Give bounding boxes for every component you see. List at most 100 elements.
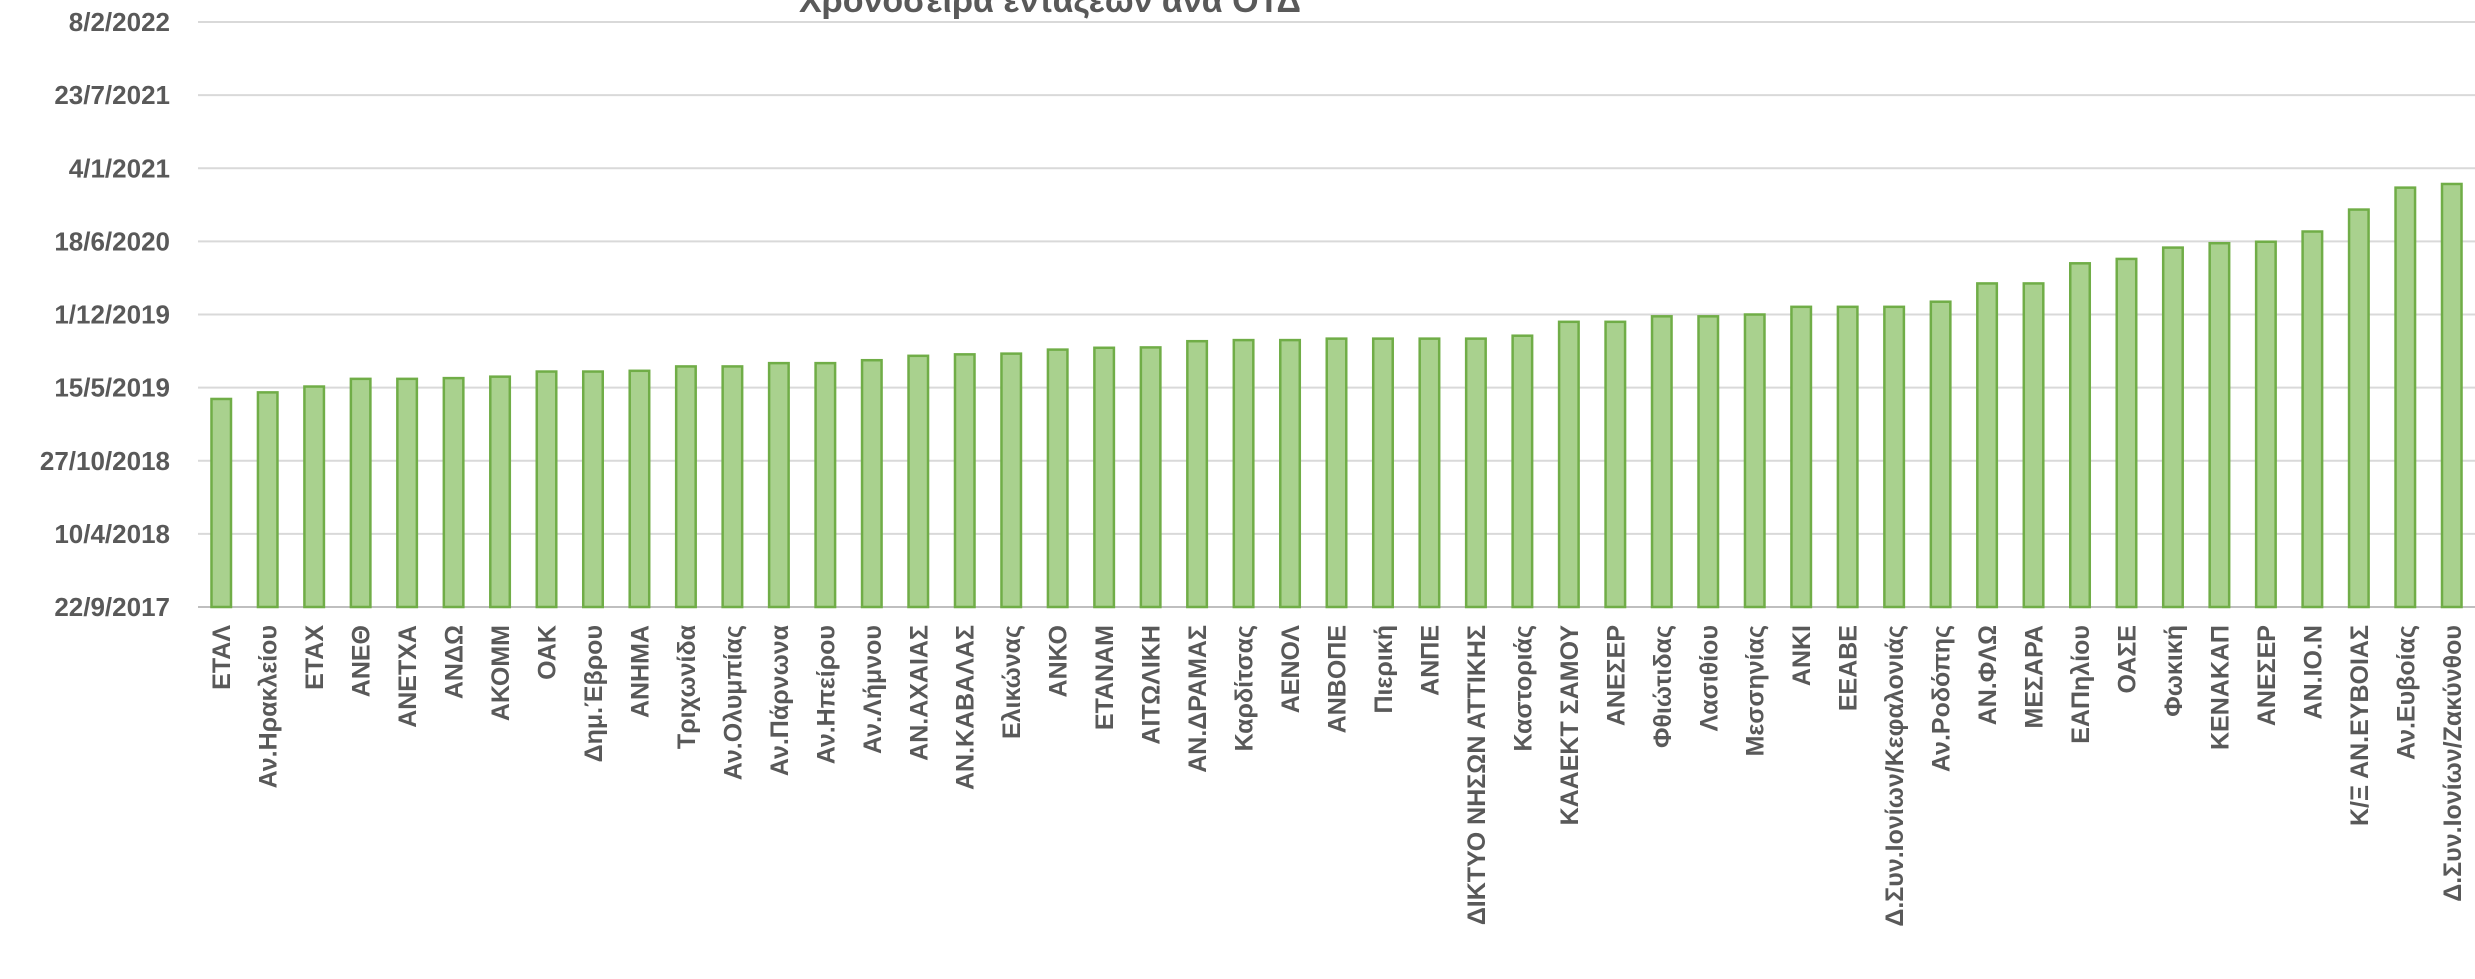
x-tick-label: ΑΚΟΜΜ xyxy=(487,625,515,721)
x-tick-label: Δ.Συν.Ιονίων/Κεφαλονιάς xyxy=(1881,625,1909,927)
bar xyxy=(535,370,558,609)
y-tick-label: 1/12/2019 xyxy=(54,300,170,330)
bar xyxy=(442,376,465,609)
x-tick-label: ΕΕΑΒΕ xyxy=(1835,625,1863,711)
bar xyxy=(1650,315,1673,609)
x-tick-label: Φωκική xyxy=(2160,625,2188,717)
x-tick-label: ΑΝΕΤΧΑ xyxy=(394,625,422,728)
bar xyxy=(1976,282,1999,609)
x-tick-label: Λασιθίου xyxy=(1695,625,1723,731)
x-tick-label: Μεσσηνίας xyxy=(1742,625,1770,756)
x-tick-label: Καρδίτσας xyxy=(1231,625,1259,751)
x-tick-label: ΑΝΠΕ xyxy=(1416,625,1444,696)
bar xyxy=(1697,315,1720,609)
x-tick-label: ΑΝΕΣΕΡ xyxy=(2253,625,2281,726)
x-tick-label: Αν.Ολυμπίας xyxy=(719,625,747,780)
x-tick-label: Αν.Λήμνου xyxy=(859,625,887,754)
bar xyxy=(2022,282,2045,609)
x-tick-label: ΔΙΚΤΥΟ ΝΗΣΩΝ ΑΤΤΙΚΗΣ xyxy=(1463,625,1491,925)
y-tick-label: 23/7/2021 xyxy=(54,80,170,110)
bar xyxy=(210,397,233,609)
bar xyxy=(349,377,372,609)
bar xyxy=(1000,352,1023,609)
x-tick-label: ΑΝ.ΚΑΒΑΛΑΣ xyxy=(952,625,980,790)
bar xyxy=(1186,339,1209,609)
x-tick-label: ΕΤΑΝΑΜ xyxy=(1091,625,1119,730)
y-axis-ticks: 22/9/2017 10/4/2018 27/10/2018 15/5/2019 1/1… xyxy=(40,7,170,622)
bar xyxy=(1557,320,1580,609)
bar xyxy=(628,369,651,609)
x-tick-label: ΑΝΕΘ xyxy=(348,625,376,697)
x-tick-label: ΕΤΑΧ xyxy=(301,625,329,690)
bar xyxy=(1511,334,1534,609)
bars xyxy=(210,182,2463,609)
x-tick-label: ΚΑΑΕΚΤ ΣΑΜΟΥ xyxy=(1556,625,1584,826)
bar xyxy=(2440,182,2463,609)
x-tick-label: ΑΝΕΣΕΡ xyxy=(1602,625,1630,726)
x-tick-label: ΑΝΚΟ xyxy=(1045,625,1073,697)
x-tick-label: Αν.Ροδόπης xyxy=(1928,625,1956,772)
x-tick-label: Δ.Συν.Ιονίων/Ζακύνθου xyxy=(2439,625,2467,902)
x-tick-label: Αν.Ευβοίας xyxy=(2392,625,2420,760)
bar xyxy=(256,391,279,609)
x-tick-label: ΕΑΠηλίου xyxy=(2067,625,2095,744)
chart-title: Χρονοσειρά εντάξεων ανά ΟΤΔ xyxy=(799,0,1301,20)
bar xyxy=(907,354,930,609)
x-tick-label: Φθιώτιδας xyxy=(1649,625,1677,748)
x-tick-label: ΚΕΝΑΚΑΠ xyxy=(2206,625,2234,750)
bar xyxy=(489,375,512,609)
bar xyxy=(1604,320,1627,609)
x-tick-label: Δημ.Έβρου xyxy=(580,625,608,762)
x-tick-label: ΑΝ.ΦΛΩ xyxy=(1974,625,2002,725)
gridlines xyxy=(198,21,2475,608)
x-tick-label: ΟΑΚ xyxy=(534,625,562,680)
bar xyxy=(1232,338,1255,609)
bar xyxy=(2394,186,2417,609)
bar xyxy=(1418,337,1441,609)
y-tick-label: 4/1/2021 xyxy=(69,153,170,183)
x-tick-label: ΑΝΗΜΑ xyxy=(626,625,654,718)
bar xyxy=(953,353,976,609)
x-tick-label: Τριχωνίδα xyxy=(673,624,701,749)
x-tick-label: ΕΤΑΛ xyxy=(208,625,236,690)
x-tick-label: ΑΝΔΩ xyxy=(441,625,469,699)
bar xyxy=(396,377,419,609)
bar xyxy=(1139,346,1162,609)
bar xyxy=(1836,305,1859,609)
bar xyxy=(1093,346,1116,609)
x-tick-label: ΑΙΤΩΛΙΚΗ xyxy=(1138,625,1166,745)
bar xyxy=(721,365,744,609)
bar xyxy=(860,358,883,609)
y-tick-label: 27/10/2018 xyxy=(40,446,170,476)
y-tick-label: 18/6/2020 xyxy=(54,226,170,256)
x-tick-label: Αν.Ηρακλείου xyxy=(255,625,283,788)
bar xyxy=(814,361,837,609)
bar xyxy=(1929,300,1952,609)
bar xyxy=(2208,241,2231,609)
bar xyxy=(1325,337,1348,609)
x-tick-label: Πιερική xyxy=(1370,625,1398,714)
y-tick-label: 8/2/2022 xyxy=(69,7,170,37)
bar xyxy=(2069,262,2092,609)
bar xyxy=(2115,257,2138,609)
x-tick-label: Αν.Πάρνωνα xyxy=(766,624,794,776)
x-tick-label: ΟΑΣΕ xyxy=(2113,625,2141,694)
x-tick-label: ΜΕΣΑΡΑ xyxy=(2021,625,2049,728)
bar xyxy=(1371,337,1394,609)
x-tick-label: Ελικώνας xyxy=(998,625,1026,739)
x-tick-label: ΑΝ.ΑΧΑΙΑΣ xyxy=(905,625,933,761)
x-tick-label: Καστοριάς xyxy=(1509,625,1537,751)
bar xyxy=(674,365,697,609)
bar xyxy=(2347,208,2370,609)
x-tick-label: Αν.Ηπείρου xyxy=(812,625,840,764)
bar xyxy=(1464,337,1487,609)
bar xyxy=(1279,338,1302,609)
x-tick-label: Κ/Ξ ΑΝ.ΕΥΒΟΙΑΣ xyxy=(2346,625,2374,826)
y-tick-label: 10/4/2018 xyxy=(54,519,170,549)
bar xyxy=(1046,348,1069,609)
bar xyxy=(2254,240,2277,609)
bar xyxy=(767,361,790,609)
bar xyxy=(303,385,326,609)
x-tick-label: ΑΝΒΟΠΕ xyxy=(1324,625,1352,733)
